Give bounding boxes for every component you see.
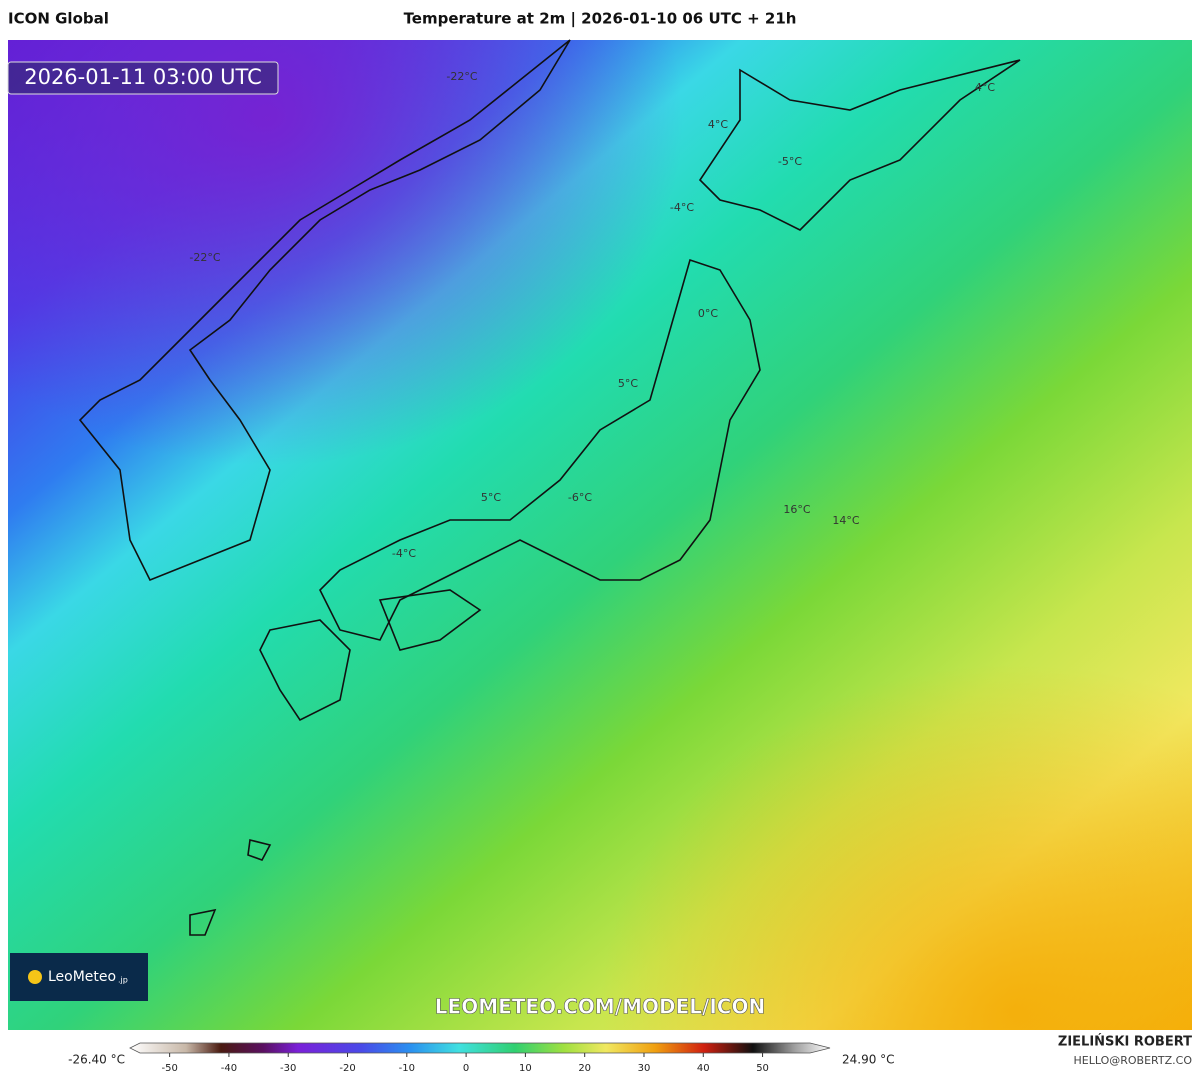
tick-label: 0 [463, 1063, 469, 1074]
max-label: 24.90 °C [842, 1053, 895, 1067]
temperature-label: -5°C [778, 155, 802, 168]
temperature-label: 16°C [783, 503, 810, 516]
warm-area [8, 40, 1192, 1030]
logo-sun [28, 970, 42, 984]
tick-label: 20 [578, 1063, 591, 1074]
temperature-label: 14°C [832, 514, 859, 527]
contact: HELLO@ROBERTZ.CO [1074, 1054, 1193, 1067]
shikoku [378, 589, 482, 651]
temperature-label: -4°C [392, 547, 416, 560]
tick-label: -10 [399, 1063, 415, 1074]
tick-label: 30 [638, 1063, 651, 1074]
map-labels: -22°C 4°C -5°C 4°C -4°C -22°C 0°C 5°C 5°C -6°C 16°… [189, 70, 995, 560]
temperature-label: 4°C [975, 81, 995, 94]
temperature-label: -22°C [189, 251, 220, 264]
tick-label: 40 [697, 1063, 710, 1074]
tick-label: -30 [280, 1063, 296, 1074]
honshu [319, 258, 761, 641]
temperature-label: 5°C [618, 377, 638, 390]
temperature-label: -6°C [568, 491, 592, 504]
tick-label: -50 [161, 1063, 177, 1074]
colorbar-bar [129, 1042, 831, 1054]
chart-title: Temperature at 2m | 2026-01-10 06 UTC + … [404, 10, 797, 29]
tick-label: -40 [221, 1063, 237, 1074]
coastlines [78, 39, 1021, 936]
min-label: -26.40 °C [68, 1053, 125, 1067]
model-name: ICON Global [8, 10, 109, 28]
temperature-label: -22°C [446, 70, 477, 83]
temperature-label: 5°C [481, 491, 501, 504]
author: ZIELIŃSKI ROBERT [1058, 1034, 1192, 1050]
korea-coast [78, 39, 571, 582]
tick-label: 10 [519, 1063, 532, 1074]
ryukyu-islands [189, 839, 272, 936]
tick-label: -20 [339, 1063, 355, 1074]
hokkaido [698, 59, 1021, 231]
valid-time: 2026-01-11 03:00 UTC [24, 65, 262, 89]
temperature-label: 0°C [698, 307, 718, 320]
watermark: LEOMETEO.COM/MODEL/ICON [435, 995, 765, 1019]
temperature-label: 4°C [708, 118, 728, 131]
logo-name: LeoMeteo [48, 969, 116, 985]
logo-suffix: .jp [118, 976, 128, 985]
time-box [7, 61, 279, 95]
map: -22°C 4°C -5°C 4°C -4°C -22°C 0°C 5°C 5°C -6°C 16°… [7, 39, 1192, 1030]
temperature-label: -4°C [670, 201, 694, 214]
colorbar: -26.40 °C 24.90 °C -50 -40 -30 -20 -10 0 10 20 3… [68, 1042, 895, 1074]
tick-label: 50 [756, 1063, 769, 1074]
kyushu [259, 619, 351, 722]
